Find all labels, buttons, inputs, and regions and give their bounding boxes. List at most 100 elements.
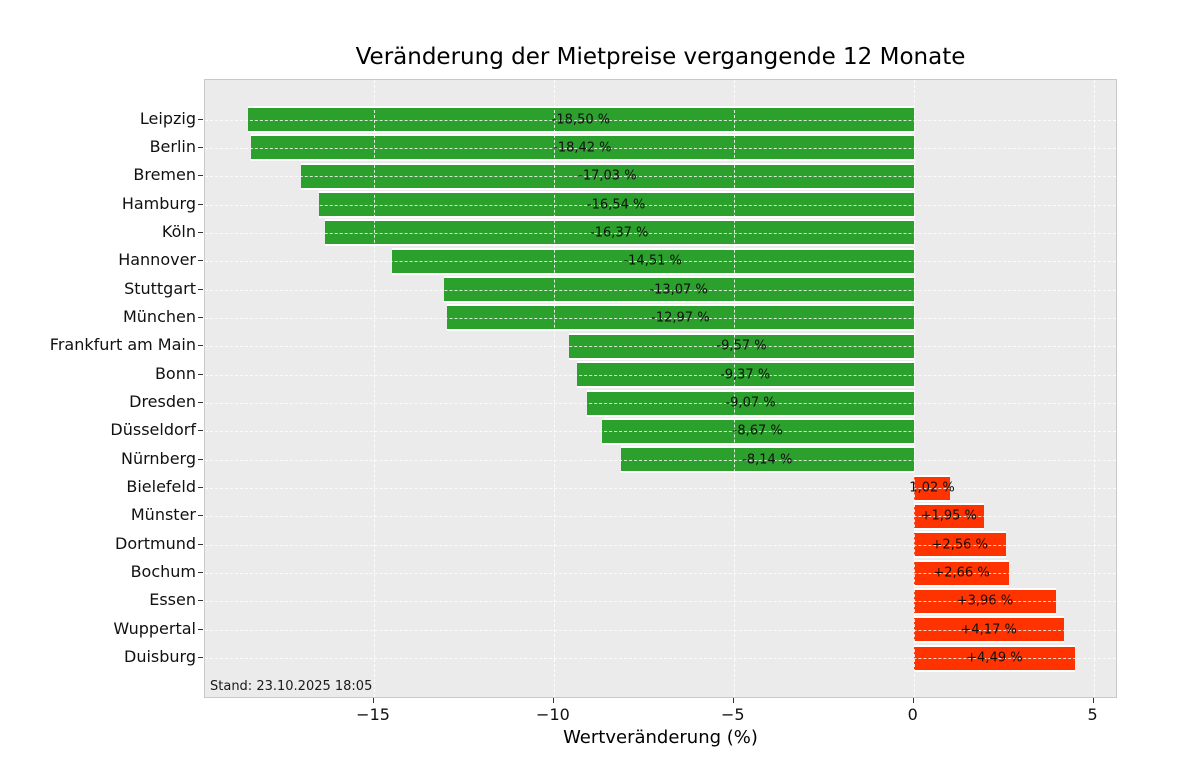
bar-value-label: -16,54 % (586, 197, 646, 213)
ytick-label-Wuppertal: Wuppertal (113, 618, 196, 638)
ytick-mark (198, 260, 203, 262)
gridline-vertical (374, 80, 376, 697)
xtick-mark (373, 698, 375, 703)
xtick-mark (912, 698, 914, 703)
ytick-mark (198, 487, 203, 489)
ytick-mark (198, 118, 203, 120)
ytick-label-Nürnberg: Nürnberg (121, 448, 196, 468)
gridline-horizontal (205, 601, 1116, 603)
ytick-mark (198, 600, 203, 602)
ytick-label-Bochum: Bochum (130, 562, 196, 582)
bar-value-label: -9,07 % (725, 395, 776, 411)
gridline-horizontal (205, 459, 1116, 461)
xtick-label: −10 (536, 705, 570, 724)
x-axis-label: Wertveränderung (%) (563, 727, 758, 748)
ytick-mark (198, 203, 203, 205)
xtick-label: 5 (1087, 705, 1098, 724)
ytick-label-Bremen: Bremen (133, 165, 196, 185)
gridline-horizontal (205, 346, 1116, 348)
bar-value-label: -8,14 % (742, 452, 793, 468)
bar-value-label: -18,50 % (551, 112, 611, 127)
ytick-label-Leipzig: Leipzig (139, 108, 196, 128)
bar-value-label: +1,95 % (920, 508, 977, 524)
ytick-mark (198, 231, 203, 233)
gridline-horizontal (205, 232, 1116, 234)
bar-value-label: -9,37 % (720, 367, 771, 383)
bar-value-label: -16,37 % (590, 225, 649, 241)
ytick-mark (198, 345, 203, 347)
gridline-horizontal (205, 317, 1116, 319)
ytick-mark (198, 288, 203, 290)
gridline-vertical (553, 80, 555, 697)
gridline-horizontal (205, 516, 1116, 518)
ytick-label-Stuttgart: Stuttgart (124, 278, 196, 298)
gridline-horizontal (205, 374, 1116, 376)
bar-value-label: +2,66 % (933, 565, 990, 581)
ytick-mark (198, 543, 203, 545)
ytick-mark (198, 146, 203, 148)
gridline-horizontal (205, 629, 1116, 631)
ytick-mark (198, 316, 203, 318)
bar-value-label: +4,17 % (960, 622, 1017, 638)
ytick-label-Berlin: Berlin (149, 136, 196, 156)
ytick-mark (198, 572, 203, 574)
ytick-label-Bielefeld: Bielefeld (126, 477, 196, 497)
ytick-mark (198, 373, 203, 375)
bar-value-label: -13,07 % (649, 282, 708, 298)
gridline-vertical (733, 80, 735, 697)
ytick-label-Frankfurt am Main: Frankfurt am Main (49, 335, 196, 355)
y-axis: Leipzig Berlin Bremen Hamburg Köln Hannover St… (0, 79, 203, 698)
bar-value-label: -8,67 % (732, 423, 783, 439)
gridline-horizontal (205, 204, 1116, 206)
xtick-label: 0 (907, 705, 918, 724)
ytick-mark (198, 458, 203, 460)
gridline-horizontal (205, 176, 1116, 178)
gridline-horizontal (205, 488, 1116, 490)
ytick-mark (198, 515, 203, 517)
xtick-mark (552, 698, 554, 703)
bar-value-label: -14,51 % (623, 253, 682, 269)
bar-value-label: +3,96 % (956, 593, 1014, 609)
gridline-horizontal (205, 289, 1116, 291)
gridline-horizontal (205, 431, 1116, 433)
ytick-label-Dresden: Dresden (129, 392, 196, 411)
ytick-mark (198, 430, 203, 432)
gridline-horizontal (205, 403, 1116, 404)
ytick-label-Düsseldorf: Düsseldorf (110, 420, 196, 440)
ytick-mark (198, 628, 203, 630)
bar-value-label: -9,57 % (716, 338, 767, 354)
ytick-label-Hamburg: Hamburg (121, 193, 196, 213)
x-axis: −15 −10 −5 0 5 (0, 698, 1200, 738)
timestamp-annotation: Stand: 23.10.2025 18:05 (210, 679, 373, 694)
ytick-label-München: München (122, 306, 196, 326)
ytick-label-Köln: Köln (161, 221, 196, 241)
bar-value-label: +4,49 % (966, 650, 1023, 666)
gridline-horizontal (205, 119, 1116, 121)
ytick-label-Essen: Essen (149, 590, 196, 610)
gridline-horizontal (205, 573, 1116, 575)
gridline-horizontal (205, 544, 1116, 546)
gridline-horizontal (205, 658, 1116, 660)
gridline-vertical (1093, 80, 1095, 697)
gridline-horizontal (205, 147, 1116, 149)
gridline-vertical (913, 80, 915, 697)
ytick-label-Duisburg: Duisburg (124, 647, 196, 667)
gridline-horizontal (205, 261, 1116, 263)
ytick-mark (198, 402, 203, 403)
ytick-label-Münster: Münster (130, 505, 196, 525)
xtick-mark (1092, 698, 1094, 703)
ytick-mark (198, 657, 203, 659)
ytick-mark (198, 175, 203, 177)
bar-value-label: -18,42 % (553, 140, 612, 156)
xtick-label: −5 (721, 705, 745, 724)
ytick-label-Hannover: Hannover (118, 250, 196, 270)
bar-value-label: +2,56 % (931, 537, 988, 553)
bar-value-label: -17,03 % (578, 168, 637, 184)
plot-area: -18,50 % -18,42 % -17,03 % -16,54 % -16,37 %… (204, 79, 1117, 698)
xtick-mark (732, 698, 734, 703)
ytick-label-Bonn: Bonn (154, 363, 196, 383)
xtick-label: −15 (356, 705, 390, 724)
chart-title: Veränderung der Mietpreise vergangende 1… (355, 44, 966, 70)
bar-value-label: 1,02 % (909, 480, 955, 496)
bar-value-label: -12,97 % (651, 310, 710, 326)
